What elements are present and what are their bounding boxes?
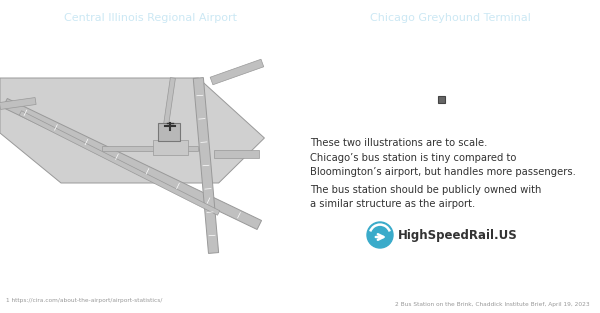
Text: The bus station should be publicly owned with
a similar structure as the airport: The bus station should be publicly owned… <box>310 185 541 209</box>
Polygon shape <box>3 99 262 229</box>
Polygon shape <box>210 59 264 85</box>
Polygon shape <box>101 146 199 151</box>
Text: Chicago’s bus station is tiny compared to
Bloomington’s airport, but handles mor: Chicago’s bus station is tiny compared t… <box>310 153 576 177</box>
Bar <box>158 123 180 141</box>
Bar <box>214 150 259 158</box>
Text: Chicago Greyhound Terminal: Chicago Greyhound Terminal <box>370 13 530 23</box>
Text: 1 https://cira.com/about-the-airport/airport-statistics/: 1 https://cira.com/about-the-airport/air… <box>6 298 163 303</box>
Text: ~500,000 passengers 2023: ~500,000 passengers 2023 <box>298 40 584 59</box>
Circle shape <box>367 222 393 248</box>
Text: 2 Bus Station on the Brink, Chaddick Institute Brief, April 19, 2023: 2 Bus Station on the Brink, Chaddick Ins… <box>395 302 590 307</box>
Text: 1: 1 <box>234 38 239 48</box>
Text: 421,519 passengers 2019: 421,519 passengers 2019 <box>2 40 274 59</box>
Text: 2: 2 <box>545 38 550 48</box>
Text: HighSpeedRail.US: HighSpeedRail.US <box>398 228 518 242</box>
Polygon shape <box>19 111 220 215</box>
Polygon shape <box>160 78 175 148</box>
Bar <box>152 140 188 155</box>
Text: These two illustrations are to scale.: These two illustrations are to scale. <box>310 138 487 148</box>
Polygon shape <box>0 98 36 110</box>
Bar <box>438 96 445 103</box>
Text: Central Illinois Regional Airport: Central Illinois Regional Airport <box>64 13 236 23</box>
Polygon shape <box>0 78 265 183</box>
Polygon shape <box>193 78 218 254</box>
